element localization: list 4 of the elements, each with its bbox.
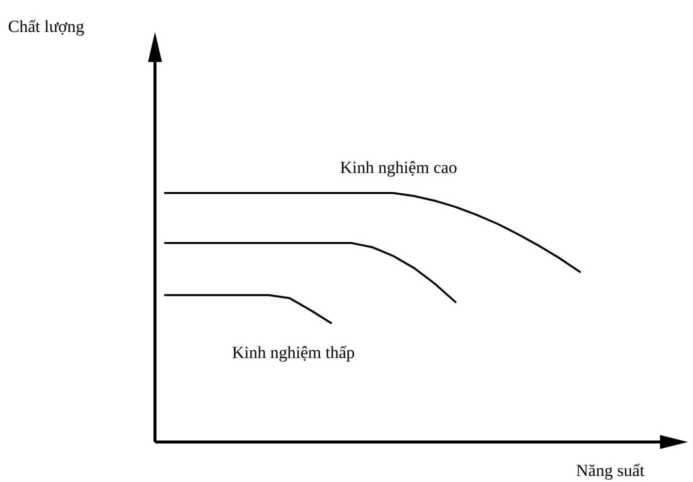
- text: Chất lượng: [8, 17, 85, 36]
- x-axis-title: Năng suất: [576, 461, 645, 480]
- series-label: Kinh nghiệm cao: [340, 158, 458, 177]
- series-label: Kinh nghiệm thấp: [232, 342, 355, 362]
